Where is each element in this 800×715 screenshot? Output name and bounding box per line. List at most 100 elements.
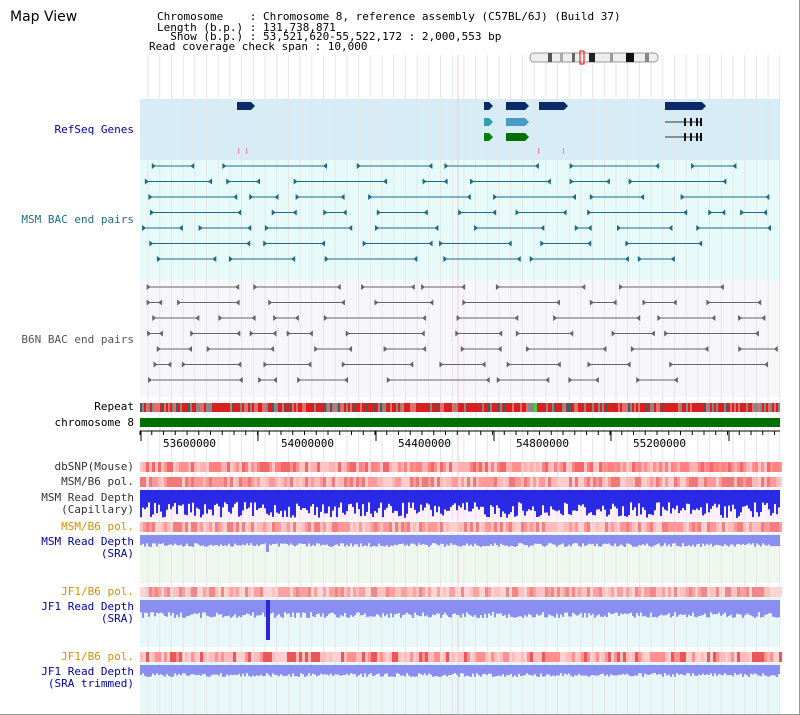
- msm-depth-sra-bar: [594, 535, 596, 547]
- jf1-depth-sra-bar: [764, 600, 766, 615]
- repeat-segment: [586, 403, 588, 412]
- msm-depth-sra-bar: [612, 535, 614, 547]
- jf1-depth-trimmed-bar: [290, 665, 292, 677]
- jf1-pol-stripe: [602, 587, 605, 597]
- jf1-depth-trimmed-bar: [758, 665, 760, 676]
- msm-bac-pair-end: [376, 209, 381, 216]
- jf1-depth-sra-bar: [286, 600, 288, 614]
- repeat-segment: [674, 403, 676, 412]
- jf1-pol-stripe: [218, 587, 221, 597]
- msm-pol-stripe: [290, 522, 293, 532]
- msm-depth-sra-bar: [520, 535, 522, 544]
- jf1-depth-sra-bar: [204, 600, 206, 613]
- dbsnp-stripe: [524, 462, 527, 472]
- repeat-segment: [748, 403, 750, 412]
- msm-pol-stripe: [602, 522, 605, 532]
- msm-depth-capillary-bar: [476, 490, 478, 507]
- b6n-bac-pair-end: [602, 346, 607, 352]
- dbsnp-stripe: [413, 462, 416, 472]
- msm-pol-stripe: [185, 522, 188, 532]
- jf1-depth-sra-bar: [724, 600, 726, 613]
- jf1-pol-stripe: [365, 652, 368, 662]
- dbsnp-stripe: [635, 462, 638, 472]
- msm-pol-stripe: [398, 477, 401, 487]
- jf1-depth-sra-bar: [332, 600, 334, 613]
- msm-bac-pair-end: [571, 194, 576, 200]
- msm-depth-capillary-bar: [628, 490, 630, 516]
- msm-bac-pair-end: [423, 209, 428, 216]
- msm-pol-stripe: [689, 477, 692, 487]
- repeat-segment: [540, 403, 542, 412]
- jf1-depth-trimmed-bar: [234, 665, 236, 675]
- msm-pol-stripe: [527, 477, 530, 487]
- msm-depth-sra-bar: [590, 535, 592, 545]
- track-label-msm-depth-capillary[interactable]: MSM Read Depth (Capillary): [41, 491, 134, 516]
- track-label-dbsnp[interactable]: dbSNP(Mouse): [54, 460, 134, 473]
- msm-depth-sra-bar: [354, 535, 356, 545]
- jf1-depth-trimmed-bar: [602, 665, 604, 674]
- msm-bac-pair-end: [605, 178, 610, 185]
- repeat-segment: [316, 403, 318, 412]
- jf1-pol-stripe: [713, 652, 716, 662]
- track-label-b6n-bac[interactable]: B6N BAC end pairs: [21, 333, 134, 346]
- jf1-depth-trimmed-bar: [746, 665, 748, 676]
- msm-pol-stripe: [485, 522, 488, 532]
- jf1-depth-sra-bar: [590, 600, 592, 616]
- msm-depth-capillary-bar: [196, 490, 198, 508]
- jf1-depth-sra-bar: [220, 600, 222, 615]
- track-label-refseq-genes[interactable]: RefSeq Genes: [54, 123, 134, 136]
- jf1-depth-sra-bar: [340, 600, 342, 616]
- msm-depth-sra-bar: [188, 535, 190, 547]
- track-label-msm-pol-1[interactable]: MSM/B6 pol.: [61, 475, 134, 488]
- repeat-segment: [628, 403, 630, 412]
- msm-pol-stripe: [458, 477, 461, 487]
- msm-depth-sra-bar: [652, 535, 654, 547]
- msm-pol-stripe: [578, 477, 581, 487]
- msm-pol-stripe: [698, 477, 701, 487]
- msm-pol-stripe: [227, 522, 230, 532]
- msm-pol-stripe: [398, 522, 401, 532]
- dbsnp-stripe: [491, 462, 494, 472]
- jf1-pol-stripe: [392, 652, 395, 662]
- msm-depth-capillary-bar: [520, 490, 522, 504]
- track-label-msm-depth-sra[interactable]: MSM Read Depth (SRA): [41, 535, 134, 560]
- repeat-segment: [234, 403, 236, 412]
- jf1-depth-trimmed-bar: [560, 665, 562, 674]
- msm-depth-sra-bar: [356, 535, 358, 545]
- repeat-segment: [496, 403, 498, 412]
- msm-depth-capillary-bar: [542, 490, 544, 506]
- jf1-depth-sra-bar: [376, 600, 378, 615]
- jf1-depth-sra-bar: [670, 600, 672, 618]
- b6n-bac-pair-end: [706, 299, 711, 306]
- msm-depth-sra-bar: [488, 535, 490, 547]
- msm-depth-capillary-bar: [482, 490, 484, 507]
- msm-depth-capillary-bar: [326, 490, 328, 514]
- msm-bac-track-bg: [140, 160, 780, 280]
- repeat-segment: [716, 403, 718, 412]
- msm-depth-sra-bar: [348, 535, 350, 547]
- msm-depth-sra-bar: [734, 535, 736, 547]
- jf1-depth-sra-bar: [194, 600, 196, 613]
- jf1-pol-stripe: [464, 652, 467, 662]
- msm-depth-sra-bar: [486, 535, 488, 546]
- jf1-depth-trimmed-bar: [672, 665, 674, 675]
- msm-pol-stripe: [533, 522, 536, 532]
- jf1-pol-stripe: [389, 587, 392, 597]
- track-label-jf1-depth-sra[interactable]: JF1 Read Depth (SRA): [41, 600, 134, 625]
- track-label-jf1-pol-1[interactable]: JF1/B6 pol.: [61, 585, 134, 598]
- track-label-jf1-pol-2[interactable]: JF1/B6 pol.: [61, 650, 134, 663]
- jf1-depth-trimmed-bar: [688, 665, 690, 674]
- msm-depth-capillary-bar: [288, 490, 290, 507]
- jf1-depth-sra-bar: [190, 600, 192, 615]
- jf1-depth-sra-bar: [550, 600, 552, 616]
- track-label-jf1-depth-trimmed[interactable]: JF1 Read Depth (SRA trimmed): [41, 665, 134, 690]
- repeat-segment: [350, 403, 352, 412]
- track-label-msm-bac[interactable]: MSM BAC end pairs: [21, 213, 134, 226]
- msm-bac-pair-end: [655, 163, 660, 169]
- track-label-msm-pol-2[interactable]: MSM/B6 pol.: [61, 520, 134, 533]
- jf1-depth-sra-bar: [620, 600, 622, 614]
- msm-depth-capillary-bar: [680, 490, 682, 511]
- msm-depth-sra-bar: [462, 535, 464, 546]
- jf1-pol-stripe: [731, 652, 734, 662]
